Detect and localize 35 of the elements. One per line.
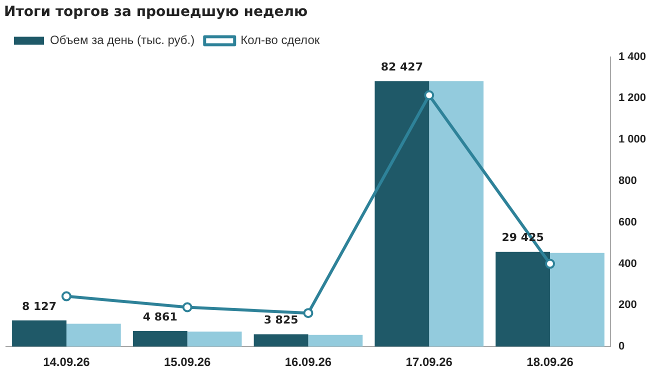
point	[545, 258, 556, 269]
bar	[132, 330, 188, 347]
x-tick-label: 15.09.26	[164, 355, 212, 370]
y-tick-label: 600	[618, 216, 637, 228]
y-tick-label: 800	[618, 175, 637, 188]
x-tick-label: 18.09.26	[526, 355, 574, 370]
y-tick-label: 1 400	[618, 50, 646, 63]
x-tick-label: 16.09.26	[284, 355, 332, 370]
legend-label: Объем за день (тыс. руб.)	[50, 33, 195, 48]
bar	[429, 81, 484, 347]
y-tick-label: 1 200	[618, 92, 646, 104]
y-tick-label: 0	[618, 340, 625, 353]
bar	[254, 334, 308, 347]
x-tick-label: 14.09.26	[43, 355, 90, 370]
x-tick-label: 17.09.26	[406, 355, 453, 370]
chart-title: Итоги торгов за прошедшую неделю	[4, 4, 308, 20]
data-label: 4 861	[142, 310, 178, 324]
point	[424, 90, 434, 100]
bar	[12, 320, 66, 347]
bar	[550, 252, 604, 347]
data-label: 82 427	[380, 60, 423, 74]
y-tick-label: 200	[618, 299, 637, 312]
bar	[374, 81, 430, 347]
bar	[496, 252, 550, 347]
bar	[66, 324, 121, 347]
point	[61, 291, 72, 302]
legend-label: Кол-во сделок	[240, 33, 320, 48]
point	[303, 308, 314, 318]
y-tick-label: 400	[618, 258, 637, 270]
data-label: 8 127	[22, 300, 56, 313]
point	[182, 302, 192, 312]
bar	[308, 334, 363, 347]
data-label: 3 825	[264, 314, 298, 327]
bar	[187, 332, 242, 347]
y-tick-label: 1 000	[618, 134, 646, 146]
